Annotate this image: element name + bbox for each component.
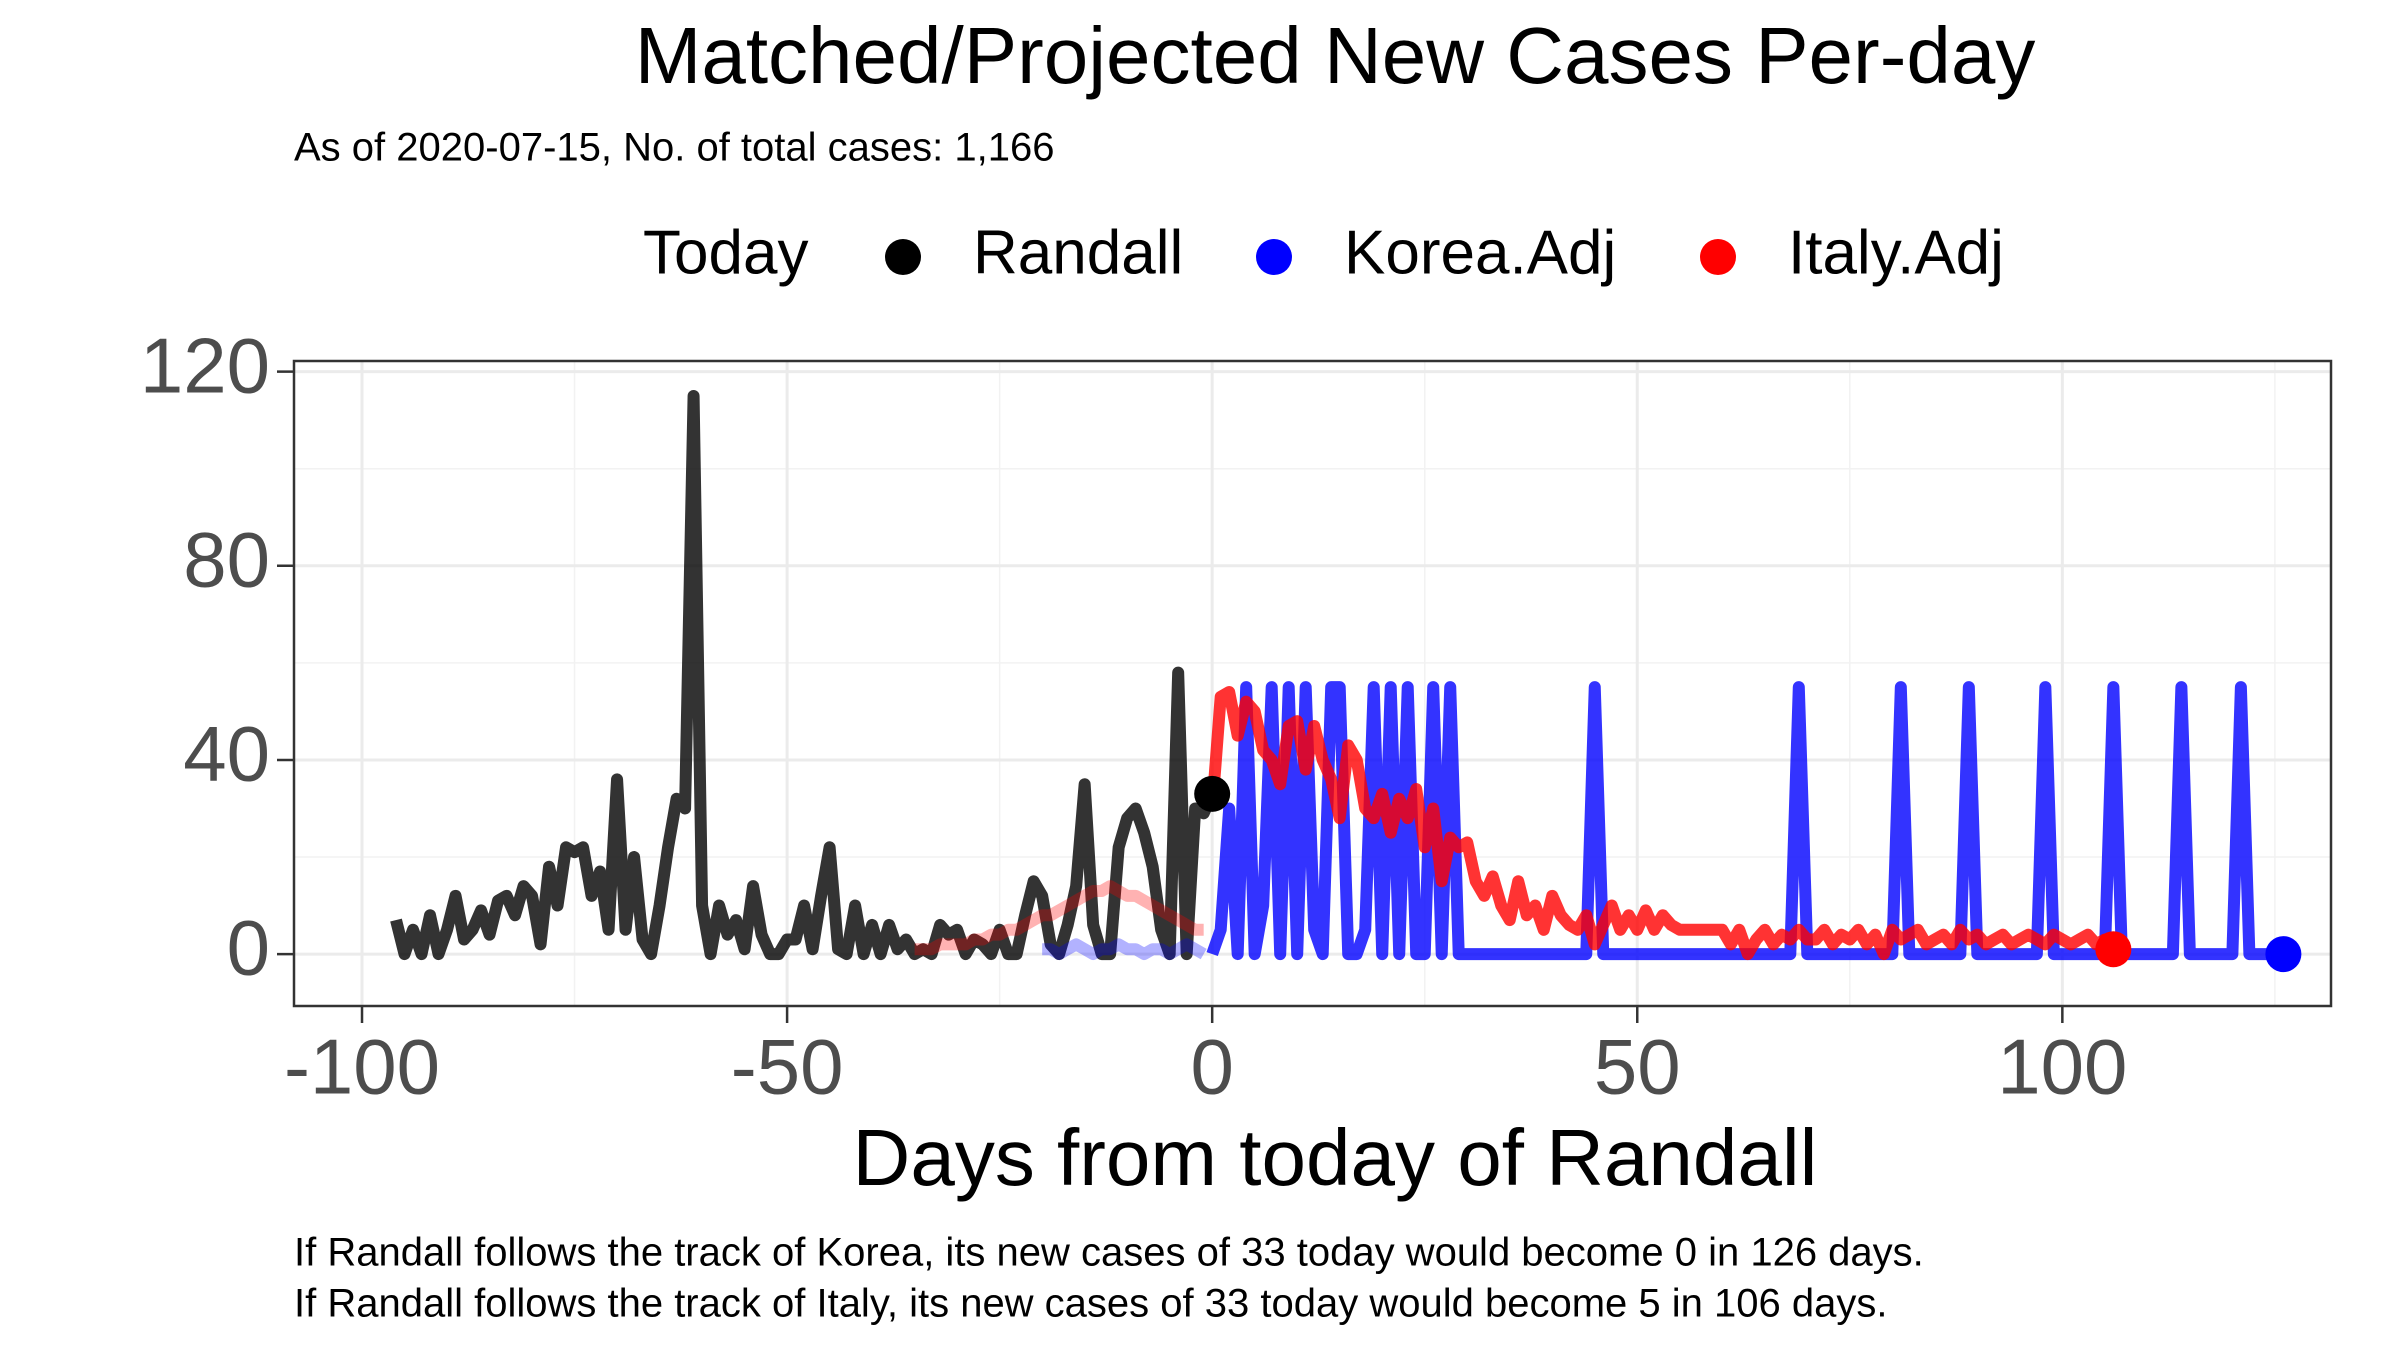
- y-tick-label: 120: [140, 321, 270, 409]
- legend-label: Korea.Adj: [1344, 218, 1616, 287]
- x-tick-label: 0: [1190, 1023, 1233, 1111]
- x-axis-label: Days from today of Randall: [853, 1113, 1818, 1202]
- legend-swatch: [1256, 239, 1292, 275]
- end-point: [2095, 931, 2132, 968]
- x-tick-label: -50: [731, 1023, 844, 1111]
- x-tick-label: 50: [1594, 1023, 1681, 1111]
- series-line: [1042, 938, 1207, 961]
- today-point: [1194, 775, 1231, 812]
- legend-label: Randall: [973, 218, 1183, 287]
- y-tick-label: 0: [227, 904, 270, 992]
- y-tick-label: 80: [183, 515, 270, 603]
- x-tick-label: 100: [1997, 1023, 2127, 1111]
- chart-title: Matched/Projected New Cases Per-day: [635, 11, 2036, 100]
- chart-subtitle: As of 2020-07-15, No. of total cases: 1,…: [294, 126, 1054, 170]
- series-line: [390, 389, 1218, 961]
- x-tick-label: -100: [284, 1023, 440, 1111]
- panel-border: [292, 359, 2333, 1008]
- legend-label: Italy.Adj: [1788, 218, 2004, 287]
- legend-swatch: [885, 239, 921, 275]
- legend-title: Today: [643, 218, 808, 287]
- footnote: If Randall follows the track of Italy, i…: [294, 1282, 1887, 1326]
- end-point: [2265, 936, 2302, 973]
- series-line: [1206, 685, 2118, 961]
- y-tick-label: 40: [183, 710, 270, 798]
- series-line: [914, 880, 1204, 956]
- footnote: If Randall follows the track of Korea, i…: [294, 1231, 1924, 1275]
- legend-swatch: [1700, 239, 1736, 275]
